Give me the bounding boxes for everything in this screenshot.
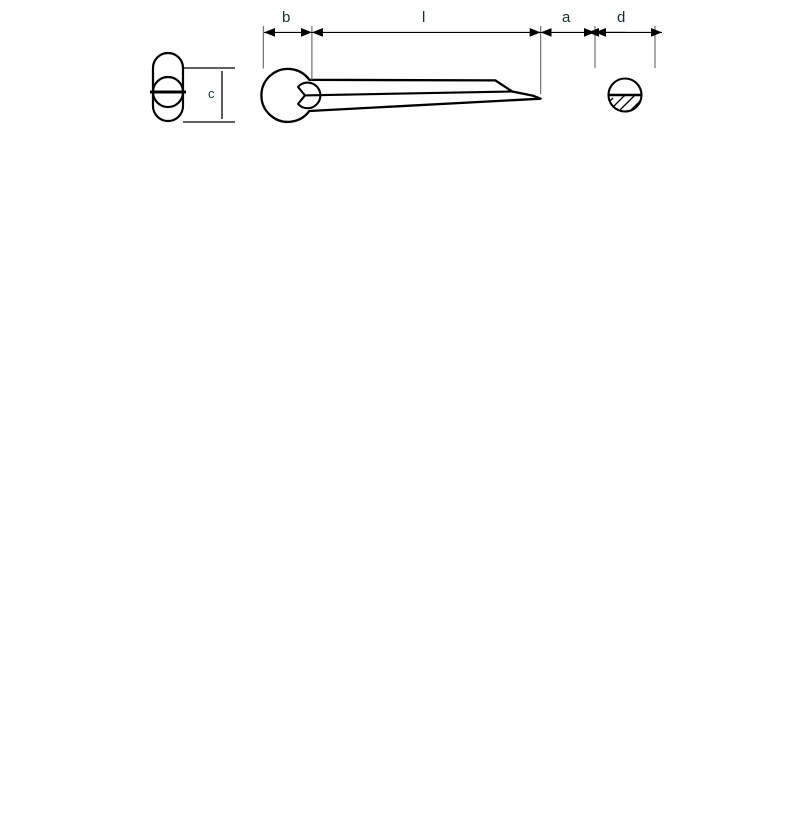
svg-text:a: a [562,9,571,26]
svg-text:l: l [422,9,425,26]
svg-text:c: c [208,86,215,101]
svg-text:b: b [282,9,290,26]
svg-text:d: d [617,9,625,26]
